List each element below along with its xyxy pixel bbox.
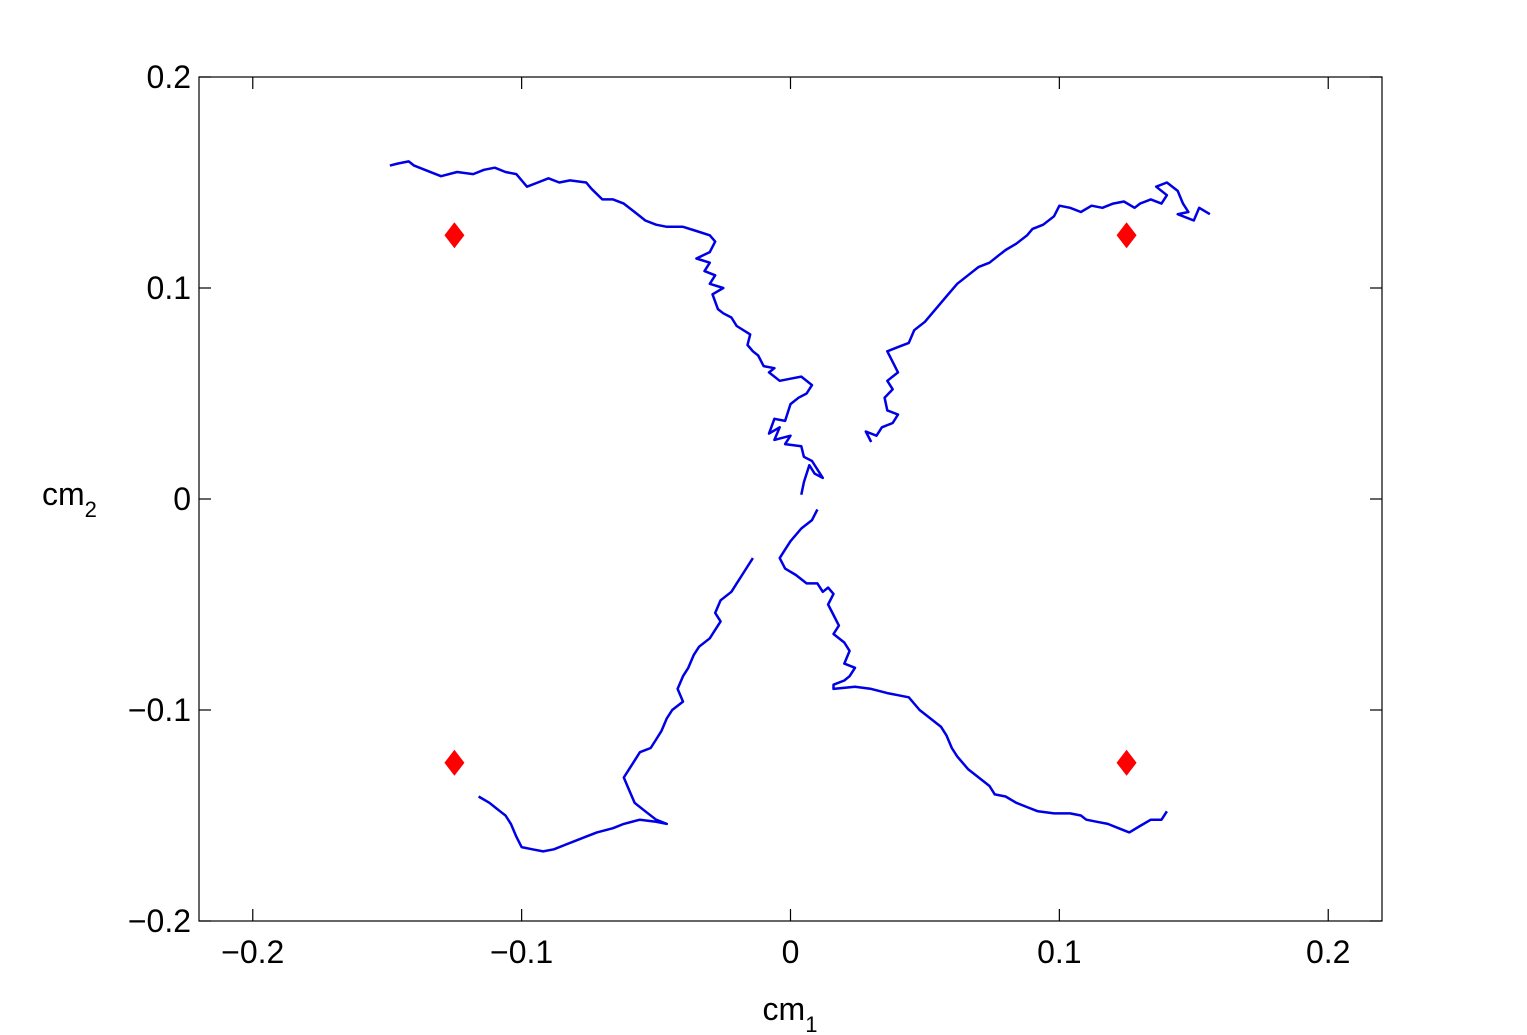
target-marker bbox=[1116, 749, 1137, 776]
target-marker bbox=[444, 222, 465, 249]
x-tick-label: 0 bbox=[782, 934, 800, 970]
x-axis-label: cm1 bbox=[763, 991, 818, 1035]
trajectory-path bbox=[864, 181, 1211, 443]
y-tick-label: 0 bbox=[173, 481, 191, 517]
x-tick-label: 0.1 bbox=[1037, 934, 1081, 970]
y-tick-label: 0.2 bbox=[147, 59, 191, 95]
trajectory-paths bbox=[389, 160, 1211, 853]
plot-area bbox=[198, 76, 1383, 922]
y-axis-label: cm2 bbox=[42, 476, 97, 522]
x-tick-label: −0.1 bbox=[490, 934, 553, 970]
trajectory-path bbox=[477, 557, 754, 853]
axis-ticks bbox=[199, 76, 1382, 922]
y-tick-label: −0.2 bbox=[128, 903, 191, 939]
trajectory-path bbox=[778, 508, 1168, 834]
x-tick-label: −0.2 bbox=[221, 934, 284, 970]
x-tick-label: 0.2 bbox=[1306, 934, 1350, 970]
target-marker bbox=[444, 749, 465, 776]
y-tick-label: −0.1 bbox=[128, 692, 191, 728]
trajectory-path bbox=[389, 160, 825, 496]
y-tick-labels: 0.2 0.1 0 −0.1 −0.2 bbox=[128, 59, 191, 939]
target-markers bbox=[444, 222, 1137, 776]
y-tick-label: 0.1 bbox=[147, 270, 191, 306]
target-marker bbox=[1116, 222, 1137, 249]
x-tick-labels: −0.2 −0.1 0 0.1 0.2 bbox=[221, 934, 1350, 970]
